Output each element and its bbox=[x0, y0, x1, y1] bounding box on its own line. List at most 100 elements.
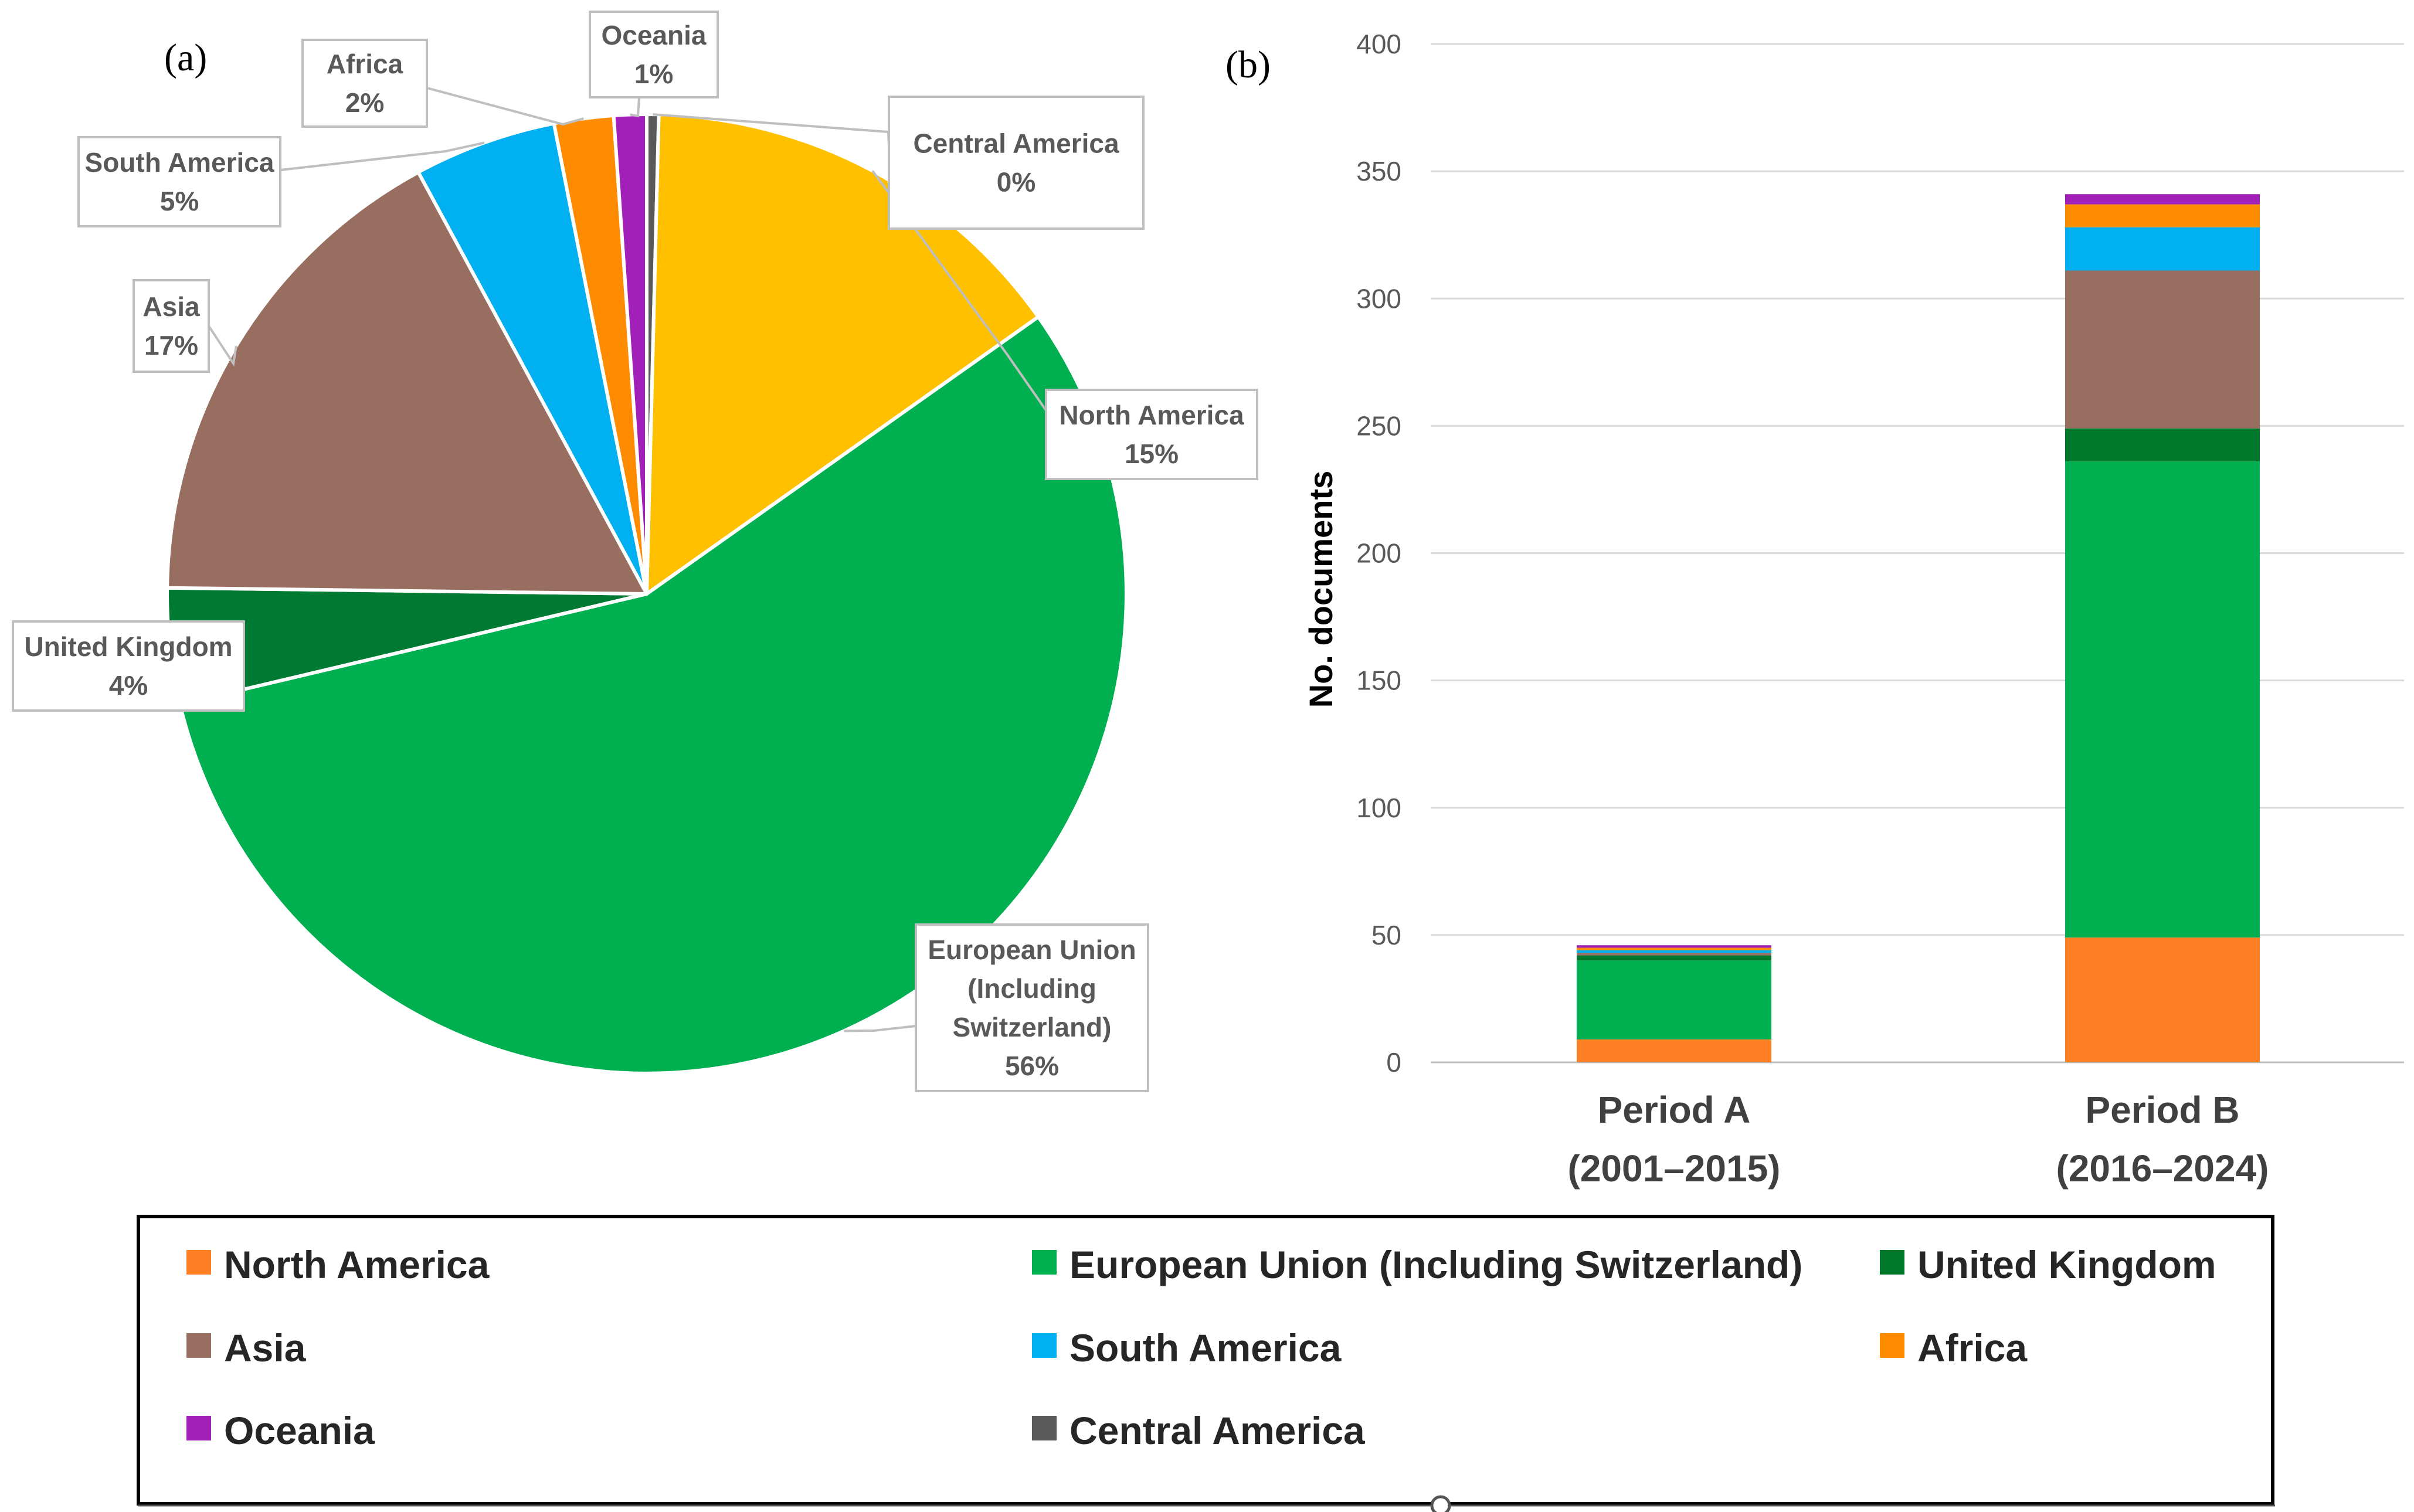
pie-leader-line bbox=[630, 97, 640, 118]
legend-swatch bbox=[186, 1333, 211, 1358]
pie-percent-label: 15% bbox=[1125, 439, 1179, 469]
bar-segment-africa bbox=[2065, 204, 2260, 227]
legend-swatch bbox=[1032, 1416, 1057, 1440]
bar-segment-south-america bbox=[1577, 950, 1771, 953]
legend-item-european-union-including-switzerland: European Union (Including Switzerland) bbox=[1032, 1243, 1802, 1286]
y-tick-label: 0 bbox=[1386, 1047, 1401, 1078]
y-tick-label: 350 bbox=[1356, 156, 1401, 186]
legend-label: European Union (Including Switzerland) bbox=[1070, 1243, 1802, 1286]
legend-item-asia: Asia bbox=[186, 1326, 307, 1370]
pie-slice-european-union-including-switzerland bbox=[178, 315, 1128, 1075]
resize-handle-icon[interactable] bbox=[1430, 1495, 1451, 1512]
bar-segment-european-union-including-switzerland bbox=[2065, 461, 2260, 938]
pie-callout-european-union-including-switzerland: European Union (Including Switzerland) 56% bbox=[915, 923, 1149, 1092]
x-category-label: Period A bbox=[1598, 1089, 1751, 1131]
pie-category-label: (Including bbox=[967, 973, 1096, 1004]
callout-box bbox=[12, 620, 245, 712]
pie-category-label: Central America bbox=[913, 128, 1119, 159]
legend-swatch bbox=[1032, 1333, 1057, 1358]
bar-segment-united-kingdom bbox=[2065, 428, 2260, 462]
callout-box bbox=[77, 136, 281, 227]
bar-segment-european-union-including-switzerland bbox=[1577, 960, 1771, 1039]
pie-leader-line bbox=[844, 1025, 916, 1032]
y-tick-label: 300 bbox=[1356, 283, 1401, 314]
pie-percent-label: 4% bbox=[109, 670, 148, 701]
y-tick-label: 200 bbox=[1356, 538, 1401, 569]
bar-segment-oceania bbox=[2065, 194, 2260, 205]
x-category-sublabel: (2016–2024) bbox=[2056, 1147, 2269, 1190]
y-axis-label: No. documents bbox=[1302, 471, 1339, 708]
pie-callout-central-america: Central America 0% bbox=[888, 96, 1145, 230]
stacked-bar-chart: 0 50 100 150 200 250 300 350 400 Period A (2001–2… bbox=[1302, 29, 2404, 1190]
callout-box bbox=[133, 279, 210, 373]
pie-percent-label: 5% bbox=[160, 186, 199, 216]
pie-percent-label: 0% bbox=[997, 167, 1035, 198]
callout-box bbox=[301, 39, 428, 128]
pie-chart: Central America 0% North America 15% Europea… bbox=[12, 11, 1258, 1092]
pie-slice-south-america bbox=[416, 121, 649, 596]
legend-item-central-america: Central America bbox=[1032, 1409, 1366, 1452]
legend-label: Oceania bbox=[224, 1409, 375, 1452]
pie-callout-asia: Asia 17% bbox=[133, 279, 210, 373]
legend-label: United Kingdom bbox=[1917, 1243, 2216, 1286]
bar-segment-asia bbox=[1577, 953, 1771, 956]
callout-box bbox=[888, 96, 1145, 230]
callout-box bbox=[1045, 389, 1258, 480]
legend-item-north-america: North America bbox=[186, 1243, 490, 1286]
pie-leader-line bbox=[426, 87, 584, 126]
legend-item-africa: Africa bbox=[1880, 1326, 2028, 1370]
pie-percent-label: 2% bbox=[345, 87, 384, 118]
x-category-label: Period B bbox=[2085, 1089, 2239, 1131]
y-tick-label: 100 bbox=[1356, 793, 1401, 823]
legend: North America European Union (Including S… bbox=[137, 1215, 2275, 1512]
legend-label: Africa bbox=[1917, 1326, 2028, 1370]
pie-callout-africa: Africa 2% bbox=[301, 39, 428, 128]
pie-category-label: South America bbox=[85, 147, 274, 178]
pie-category-label: United Kingdom bbox=[24, 631, 232, 662]
pie-percent-label: 56% bbox=[1005, 1051, 1059, 1081]
legend-label: Asia bbox=[224, 1326, 307, 1370]
pie-callout-south-america: South America 5% bbox=[77, 136, 281, 227]
y-tick-label: 50 bbox=[1371, 920, 1401, 950]
panel-label-b: (b) bbox=[1225, 43, 1271, 86]
legend-swatch bbox=[186, 1250, 211, 1275]
y-tick-label: 250 bbox=[1356, 410, 1401, 441]
legend-swatch bbox=[1880, 1250, 1904, 1275]
bar-segment-oceania bbox=[1577, 945, 1771, 948]
pie-category-label: Switzerland) bbox=[953, 1012, 1112, 1042]
bar-segment-united-kingdom bbox=[1577, 955, 1771, 961]
callout-box bbox=[589, 11, 719, 98]
pie-leader-line bbox=[280, 141, 485, 171]
legend-swatch bbox=[1880, 1333, 1904, 1358]
legend-item-oceania: Oceania bbox=[186, 1409, 375, 1452]
legend-label: North America bbox=[224, 1243, 490, 1286]
bar-segment-south-america bbox=[2065, 227, 2260, 271]
bar-segment-north-america bbox=[2065, 937, 2260, 1062]
pie-callout-united-kingdom: United Kingdom 4% bbox=[12, 620, 245, 712]
panel-label-a: (a) bbox=[164, 36, 207, 79]
pie-leader-line bbox=[871, 170, 1047, 412]
bar-segment-north-america bbox=[1577, 1039, 1771, 1062]
pie-category-label: Asia bbox=[142, 291, 200, 322]
pie-category-label: Africa bbox=[327, 49, 403, 79]
legend-box bbox=[137, 1215, 2274, 1506]
legend-swatch bbox=[1032, 1250, 1057, 1275]
pie-percent-label: 17% bbox=[144, 330, 198, 361]
legend-label: Central America bbox=[1070, 1409, 1366, 1452]
x-category-sublabel: (2001–2015) bbox=[1568, 1147, 1781, 1190]
legend-item-south-america: South America bbox=[1032, 1326, 1342, 1370]
legend-item-united-kingdom: United Kingdom bbox=[1880, 1243, 2216, 1286]
pie-callout-north-america: North America 15% bbox=[1045, 389, 1258, 480]
pie-category-label: European Union bbox=[928, 935, 1136, 965]
y-tick-label: 400 bbox=[1356, 29, 1401, 59]
pie-callout-oceania: Oceania 1% bbox=[589, 11, 719, 98]
bar-segment-asia bbox=[2065, 270, 2260, 429]
bar-segment-africa bbox=[1577, 947, 1771, 950]
pie-category-label: Oceania bbox=[602, 20, 707, 50]
callout-box bbox=[915, 923, 1149, 1092]
pie-category-label: North America bbox=[1059, 400, 1244, 430]
legend-label: South America bbox=[1070, 1326, 1342, 1370]
pie-percent-label: 1% bbox=[634, 59, 673, 89]
legend-swatch bbox=[186, 1416, 211, 1440]
